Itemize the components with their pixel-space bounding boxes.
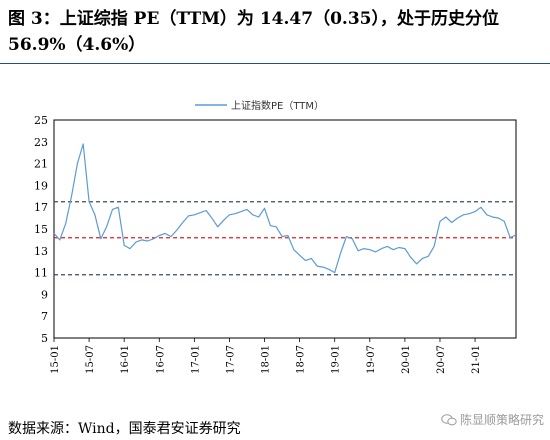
x-tick-label: 21-01 [471, 345, 482, 374]
reference-lines [54, 201, 516, 276]
x-tick-label: 15-01 [50, 345, 61, 374]
x-tick-label: 18-07 [296, 345, 307, 374]
x-tick-label: 17-01 [190, 345, 201, 374]
x-tick-label: 19-07 [366, 345, 377, 374]
y-tick-label: 11 [34, 267, 48, 280]
x-tick-label: 17-07 [225, 345, 236, 374]
y-tick-label: 5 [41, 332, 48, 345]
figure-title: 图 3：上证综指 PE（TTM）为 14.47（0.35），处于历史分位 56.… [8, 9, 499, 55]
title-rule [0, 63, 550, 64]
y-tick-label: 13 [34, 245, 48, 258]
pe-line-chart: 5 7 9 11 13 15 17 19 21 23 25 15-01 15-07 16-01 16-07… [34, 99, 517, 374]
y-tick-label: 9 [41, 288, 48, 301]
x-tick-label: 18-01 [261, 345, 272, 374]
x-tick-label: 20-07 [436, 345, 447, 374]
y-tick-label: 21 [34, 158, 48, 171]
x-tick-label: 16-07 [155, 345, 166, 374]
x-tick-label: 20-01 [401, 345, 412, 374]
legend: 上证指数PE（TTM） [195, 99, 324, 112]
y-tick-label: 17 [34, 201, 48, 214]
y-tick-label: 7 [41, 310, 48, 323]
legend-label: 上证指数PE（TTM） [231, 99, 324, 112]
y-axis: 5 7 9 11 13 15 17 19 21 23 25 [34, 114, 48, 345]
wechat-icon [441, 413, 457, 425]
y-tick-label: 23 [34, 136, 48, 149]
y-tick-label: 25 [34, 114, 48, 127]
source-note: 数据来源：Wind，国泰君安证券研究 [8, 421, 241, 437]
y-tick-label: 15 [34, 223, 48, 236]
watermark: 陈显顺策略研究 [441, 411, 544, 428]
x-tick-label: 19-01 [331, 345, 342, 374]
pe-ttm-series-line [53, 143, 517, 274]
x-tick-label: 16-01 [120, 345, 131, 374]
y-tick-label: 19 [34, 179, 48, 192]
watermark-text: 陈显顺策略研究 [459, 413, 544, 427]
x-tick-label: 15-07 [85, 345, 96, 374]
x-axis: 15-01 15-07 16-01 16-07 17-01 17-07 18-01 18-07… [50, 338, 482, 374]
plot-frame [53, 119, 517, 339]
